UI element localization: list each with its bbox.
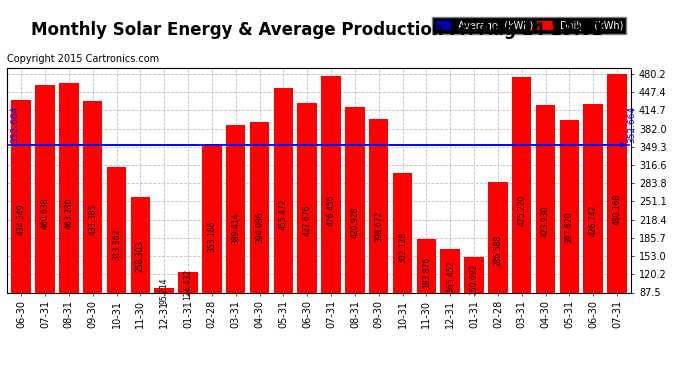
Bar [59,84,79,341]
Bar [107,167,126,341]
Bar [512,77,531,341]
Text: 476.456: 476.456 [326,195,335,226]
Bar [607,74,627,341]
Bar [12,100,31,341]
Text: Monthly Solar Energy & Average Production Fri Aug 14 19:02: Monthly Solar Energy & Average Productio… [31,21,604,39]
Text: 352.664: 352.664 [10,106,19,143]
Bar [369,119,388,341]
Legend: Average  (kWh), Daily   (kWh): Average (kWh), Daily (kWh) [433,17,627,34]
Text: 463.280: 463.280 [64,197,73,229]
Text: 352.664: 352.664 [628,106,637,143]
Bar [345,107,364,341]
Text: 455.472: 455.472 [279,199,288,231]
Text: 286.588: 286.588 [493,235,502,266]
Bar [322,76,341,341]
Bar [488,182,508,341]
Text: Copyright 2015 Cartronics.com: Copyright 2015 Cartronics.com [7,54,159,64]
Text: 124.432: 124.432 [184,269,193,300]
Bar [440,249,460,341]
Bar [250,122,269,341]
Bar [560,120,579,341]
Text: 353.186: 353.186 [208,220,217,252]
Bar [464,257,484,341]
Text: 389.414: 389.414 [231,213,240,244]
Bar [130,198,150,341]
Text: 475.220: 475.220 [518,195,526,226]
Text: 302.128: 302.128 [398,232,407,263]
Text: 431.385: 431.385 [88,204,97,236]
Text: 480.168: 480.168 [613,194,622,225]
Bar [35,85,55,341]
Text: 165.452: 165.452 [446,260,455,292]
Bar [178,272,198,341]
Bar [535,105,555,341]
Bar [393,173,413,341]
Text: 394.086: 394.086 [255,212,264,243]
Text: 258.303: 258.303 [136,241,145,272]
Bar [584,104,603,341]
Text: 427.676: 427.676 [303,205,312,236]
Text: 423.930: 423.930 [541,206,550,237]
Text: 420.928: 420.928 [351,206,359,238]
Bar [226,124,246,341]
Text: 95.214: 95.214 [159,278,168,304]
Bar [202,145,221,341]
Bar [297,103,317,341]
Text: 313.362: 313.362 [112,229,121,261]
Text: 434.349: 434.349 [17,203,26,235]
Bar [417,239,436,341]
Text: 183.876: 183.876 [422,256,431,288]
Text: 460.638: 460.638 [41,198,50,230]
Text: 426.742: 426.742 [589,205,598,237]
Text: 150.692: 150.692 [470,264,479,295]
Bar [155,288,174,341]
Bar [274,88,293,341]
Text: 397.620: 397.620 [565,211,574,243]
Bar [83,101,103,341]
Text: 398.672: 398.672 [374,211,383,242]
